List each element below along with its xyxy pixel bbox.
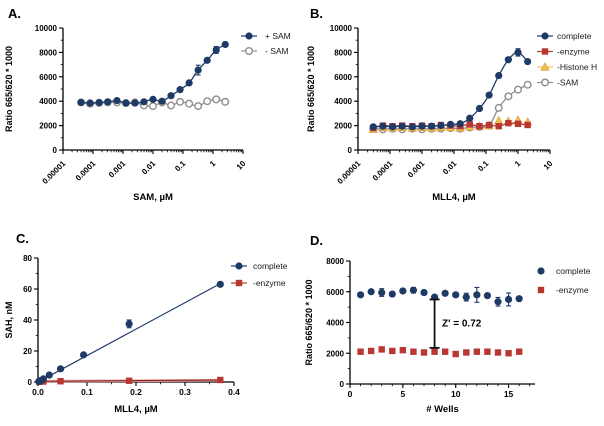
svg-text:10000: 10000 — [330, 24, 353, 33]
svg-text:0: 0 — [53, 146, 58, 155]
panel-b: B. 0 2000 4000 6000 8000 10000 0.00001 0.0001 0.… — [302, 0, 604, 213]
y-axis-label: Ratio 665/620 * 1000 — [306, 46, 316, 132]
panel-b-chart: 0 2000 4000 6000 8000 10000 0.00001 0.0001 0.001… — [306, 24, 597, 203]
z-prime-annotation: Z' = 0.72 — [442, 318, 482, 329]
svg-text:1: 1 — [513, 159, 523, 169]
legend-label: -enzyme — [253, 278, 286, 288]
x-axis-label: MLL4, µM — [114, 404, 158, 415]
x-axis-label: MLL4, µM — [432, 192, 476, 203]
svg-text:5: 5 — [400, 389, 405, 399]
svg-text:0.00001: 0.00001 — [41, 159, 68, 186]
svg-text:10: 10 — [451, 389, 461, 399]
svg-text:8000: 8000 — [326, 257, 344, 266]
svg-text:0.01: 0.01 — [441, 159, 459, 177]
legend-item: complete — [537, 266, 591, 276]
svg-text:4000: 4000 — [326, 319, 344, 328]
legend-item: + SAM — [241, 31, 291, 41]
y-axis-label: Ratio 665/620 * 1000 — [304, 279, 314, 365]
svg-text:2000: 2000 — [39, 122, 57, 131]
panel-b-letter: B. — [310, 6, 323, 21]
svg-text:10: 10 — [542, 159, 555, 172]
legend-label: + SAM — [265, 31, 291, 41]
svg-text:80: 80 — [23, 254, 32, 263]
svg-text:0.0001: 0.0001 — [74, 159, 98, 183]
legend-label: -SAM — [557, 78, 578, 88]
svg-text:4000: 4000 — [39, 97, 57, 106]
svg-text:0.001: 0.001 — [107, 159, 128, 180]
legend-label: complete — [557, 31, 592, 41]
legend-label: -enzyme — [556, 285, 589, 295]
legend-item: complete — [537, 31, 592, 41]
legend-label: - SAM — [265, 46, 289, 56]
x-axis-label: # Wells — [426, 404, 459, 415]
svg-text:60: 60 — [23, 285, 32, 294]
legend-label: complete — [253, 261, 288, 271]
legend-item: -SAM — [537, 78, 578, 88]
legend-label: -Histone H — [557, 62, 597, 72]
legend-item: - SAM — [241, 46, 289, 56]
svg-text:0.1: 0.1 — [173, 159, 188, 174]
panel-a: A. 0 2000 4000 6000 8000 10000 0.00001 0.0001 0.… — [0, 0, 302, 213]
legend-item: -Histone H — [537, 62, 597, 72]
svg-text:0.0: 0.0 — [32, 387, 44, 397]
svg-text:0.00001: 0.00001 — [336, 159, 363, 186]
x-axis-label: SAM, µM — [133, 192, 173, 203]
svg-text:4000: 4000 — [334, 97, 352, 106]
panel-c: C. 0 20 40 60 80 0.0 0.1 0.2 0.3 0.4 MLL4, µM SAH, … — [0, 213, 302, 426]
panel-a-letter: A. — [8, 6, 21, 21]
legend-label: complete — [556, 266, 591, 276]
svg-text:0: 0 — [340, 380, 345, 389]
svg-text:10000: 10000 — [35, 24, 58, 33]
y-axis-label: SAH, nM — [4, 302, 14, 339]
svg-text:0: 0 — [348, 146, 353, 155]
svg-text:0.01: 0.01 — [140, 159, 158, 177]
panel-d-chart: 0 2000 4000 6000 8000 0 5 10 15 # Wells Ratio 665/… — [304, 257, 591, 415]
panel-d: D. 0 2000 4000 6000 8000 0 5 10 15 # Wells Ratio 6… — [302, 213, 604, 426]
panel-c-chart: 0 20 40 60 80 0.0 0.1 0.2 0.3 0.4 MLL4, µM SAH, nM c… — [4, 254, 288, 415]
svg-text:6000: 6000 — [39, 73, 57, 82]
svg-text:8000: 8000 — [39, 48, 57, 57]
svg-text:0.4: 0.4 — [228, 387, 240, 397]
legend-item: -enzyme — [537, 47, 590, 57]
svg-text:6000: 6000 — [326, 288, 344, 297]
svg-text:40: 40 — [23, 316, 32, 325]
svg-text:0.2: 0.2 — [130, 387, 142, 397]
svg-text:15: 15 — [504, 389, 514, 399]
svg-text:0: 0 — [348, 389, 353, 399]
svg-text:2000: 2000 — [334, 122, 352, 131]
svg-text:0.3: 0.3 — [179, 387, 191, 397]
legend-item: complete — [231, 261, 288, 271]
svg-text:8000: 8000 — [334, 48, 352, 57]
svg-text:20: 20 — [23, 347, 32, 356]
svg-text:0.0001: 0.0001 — [371, 159, 395, 183]
svg-text:0: 0 — [28, 378, 33, 387]
svg-text:1: 1 — [208, 159, 218, 169]
svg-text:0.1: 0.1 — [476, 159, 491, 174]
svg-text:10: 10 — [235, 159, 248, 172]
svg-text:0.001: 0.001 — [406, 159, 427, 180]
legend-item: -enzyme — [231, 278, 286, 288]
svg-text:6000: 6000 — [334, 73, 352, 82]
panel-c-letter: C. — [16, 231, 29, 246]
legend-item: -enzyme — [537, 285, 589, 295]
panel-a-chart: 0 2000 4000 6000 8000 10000 0.00001 0.0001 0.001… — [4, 24, 291, 203]
svg-text:2000: 2000 — [326, 349, 344, 358]
panel-d-letter: D. — [310, 233, 323, 248]
svg-text:0.1: 0.1 — [81, 387, 93, 397]
legend-label: -enzyme — [557, 47, 590, 57]
y-axis-label: Ratio 665/620 * 1000 — [4, 46, 14, 132]
